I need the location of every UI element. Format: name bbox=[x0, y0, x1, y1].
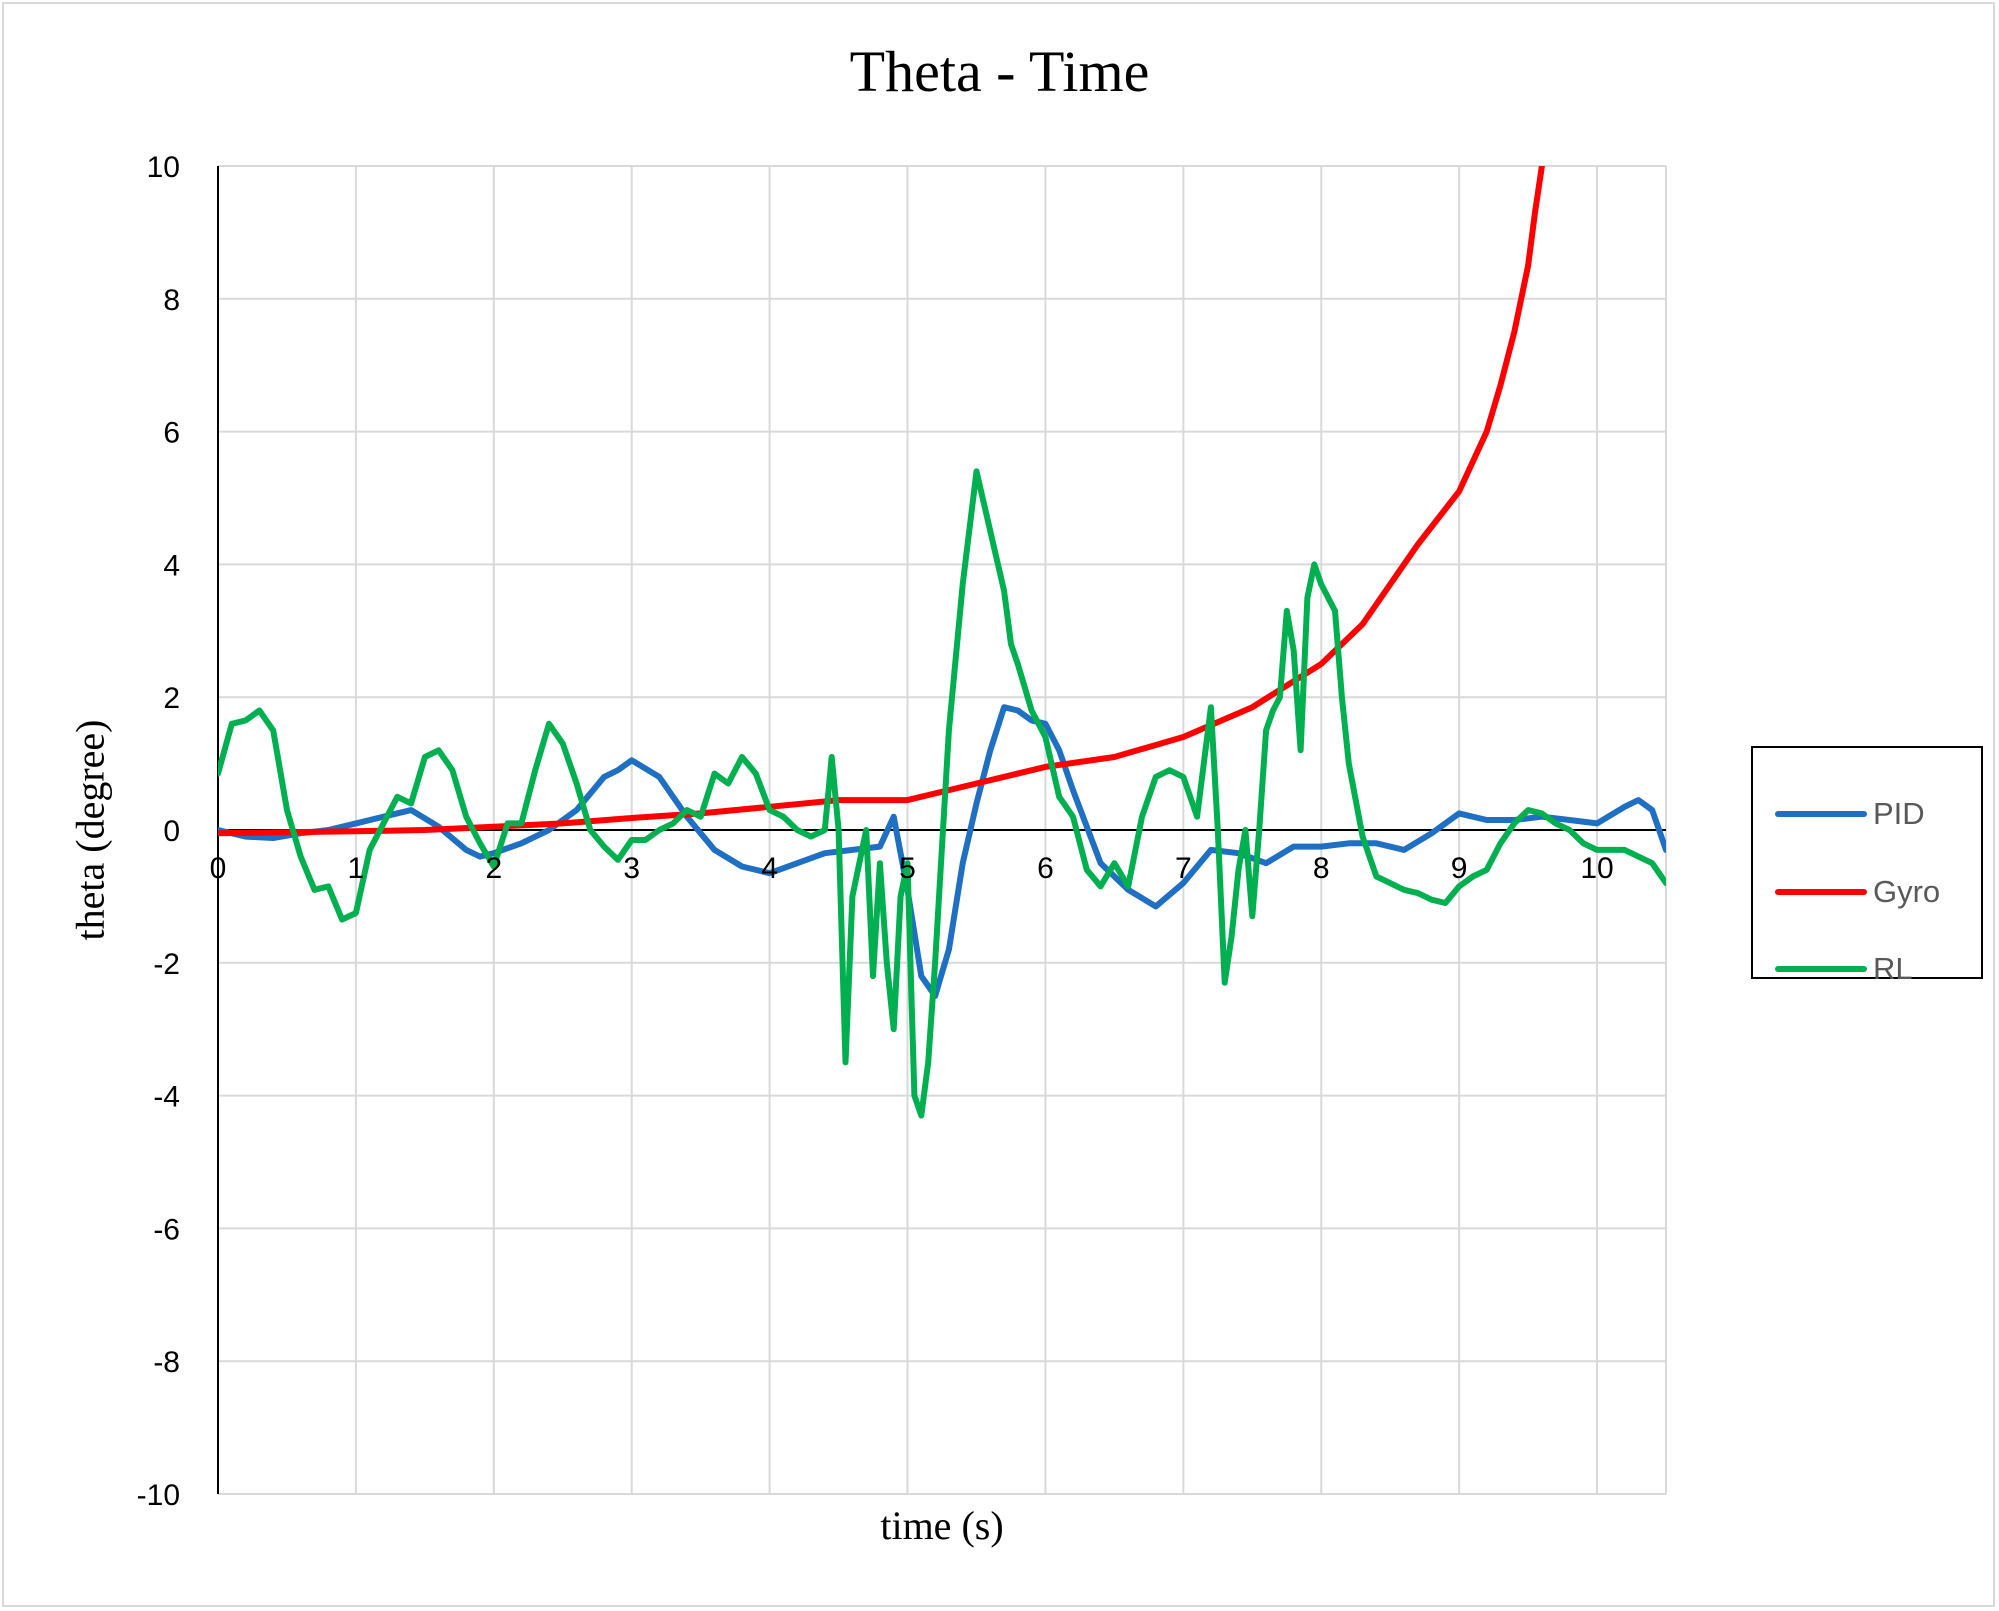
y-tick-label: -4 bbox=[153, 1081, 180, 1114]
tick-layer: -10 -8 -6 -4 -2 0 2 4 6 8 10 0 1 2 3 4 5 6 7 8 9 10 bbox=[137, 151, 1614, 1512]
legend-label-gyro: Gyro bbox=[1873, 874, 1941, 909]
legend-label-pid: PID bbox=[1873, 796, 1925, 831]
x-tick-label: 0 bbox=[210, 852, 227, 885]
x-tick-label: 8 bbox=[1313, 852, 1330, 885]
series-layer bbox=[218, 166, 1666, 1119]
y-tick-label: -8 bbox=[153, 1346, 180, 1379]
legend-label-rl: RL bbox=[1873, 951, 1913, 986]
x-tick-label: 4 bbox=[761, 852, 778, 885]
y-tick-label: 2 bbox=[163, 682, 180, 715]
x-tick-label: 1 bbox=[348, 852, 365, 885]
chart-title: Theta - Time bbox=[849, 39, 1150, 104]
y-tick-label: 0 bbox=[163, 815, 180, 848]
y-tick-label: 10 bbox=[147, 151, 180, 184]
y-tick-label: 6 bbox=[163, 417, 180, 450]
x-tick-label: 3 bbox=[623, 852, 640, 885]
x-tick-label: 2 bbox=[485, 852, 502, 885]
series-line-rl bbox=[218, 468, 1666, 1119]
legend: PID Gyro RL bbox=[1751, 746, 1983, 986]
x-tick-label: 7 bbox=[1175, 852, 1192, 885]
legend-item-pid: PID bbox=[1753, 794, 1981, 834]
y-tick-label: -10 bbox=[137, 1479, 180, 1512]
legend-item-gyro: Gyro bbox=[1753, 872, 1981, 912]
x-tick-label: 9 bbox=[1451, 852, 1468, 885]
x-tick-label: 5 bbox=[899, 852, 916, 885]
x-tick-label: 10 bbox=[1580, 852, 1613, 885]
legend-swatch-gyro bbox=[1775, 889, 1867, 895]
x-tick-label: 6 bbox=[1037, 852, 1054, 885]
x-axis-title: time (s) bbox=[880, 1503, 1004, 1548]
y-tick-label: 4 bbox=[163, 549, 180, 582]
legend-item-rl: RL bbox=[1753, 949, 1981, 989]
y-tick-label: 8 bbox=[163, 284, 180, 317]
y-tick-label: -6 bbox=[153, 1213, 180, 1246]
y-tick-label: -2 bbox=[153, 948, 180, 981]
legend-swatch-pid bbox=[1775, 811, 1867, 817]
legend-swatch-rl bbox=[1775, 966, 1867, 972]
